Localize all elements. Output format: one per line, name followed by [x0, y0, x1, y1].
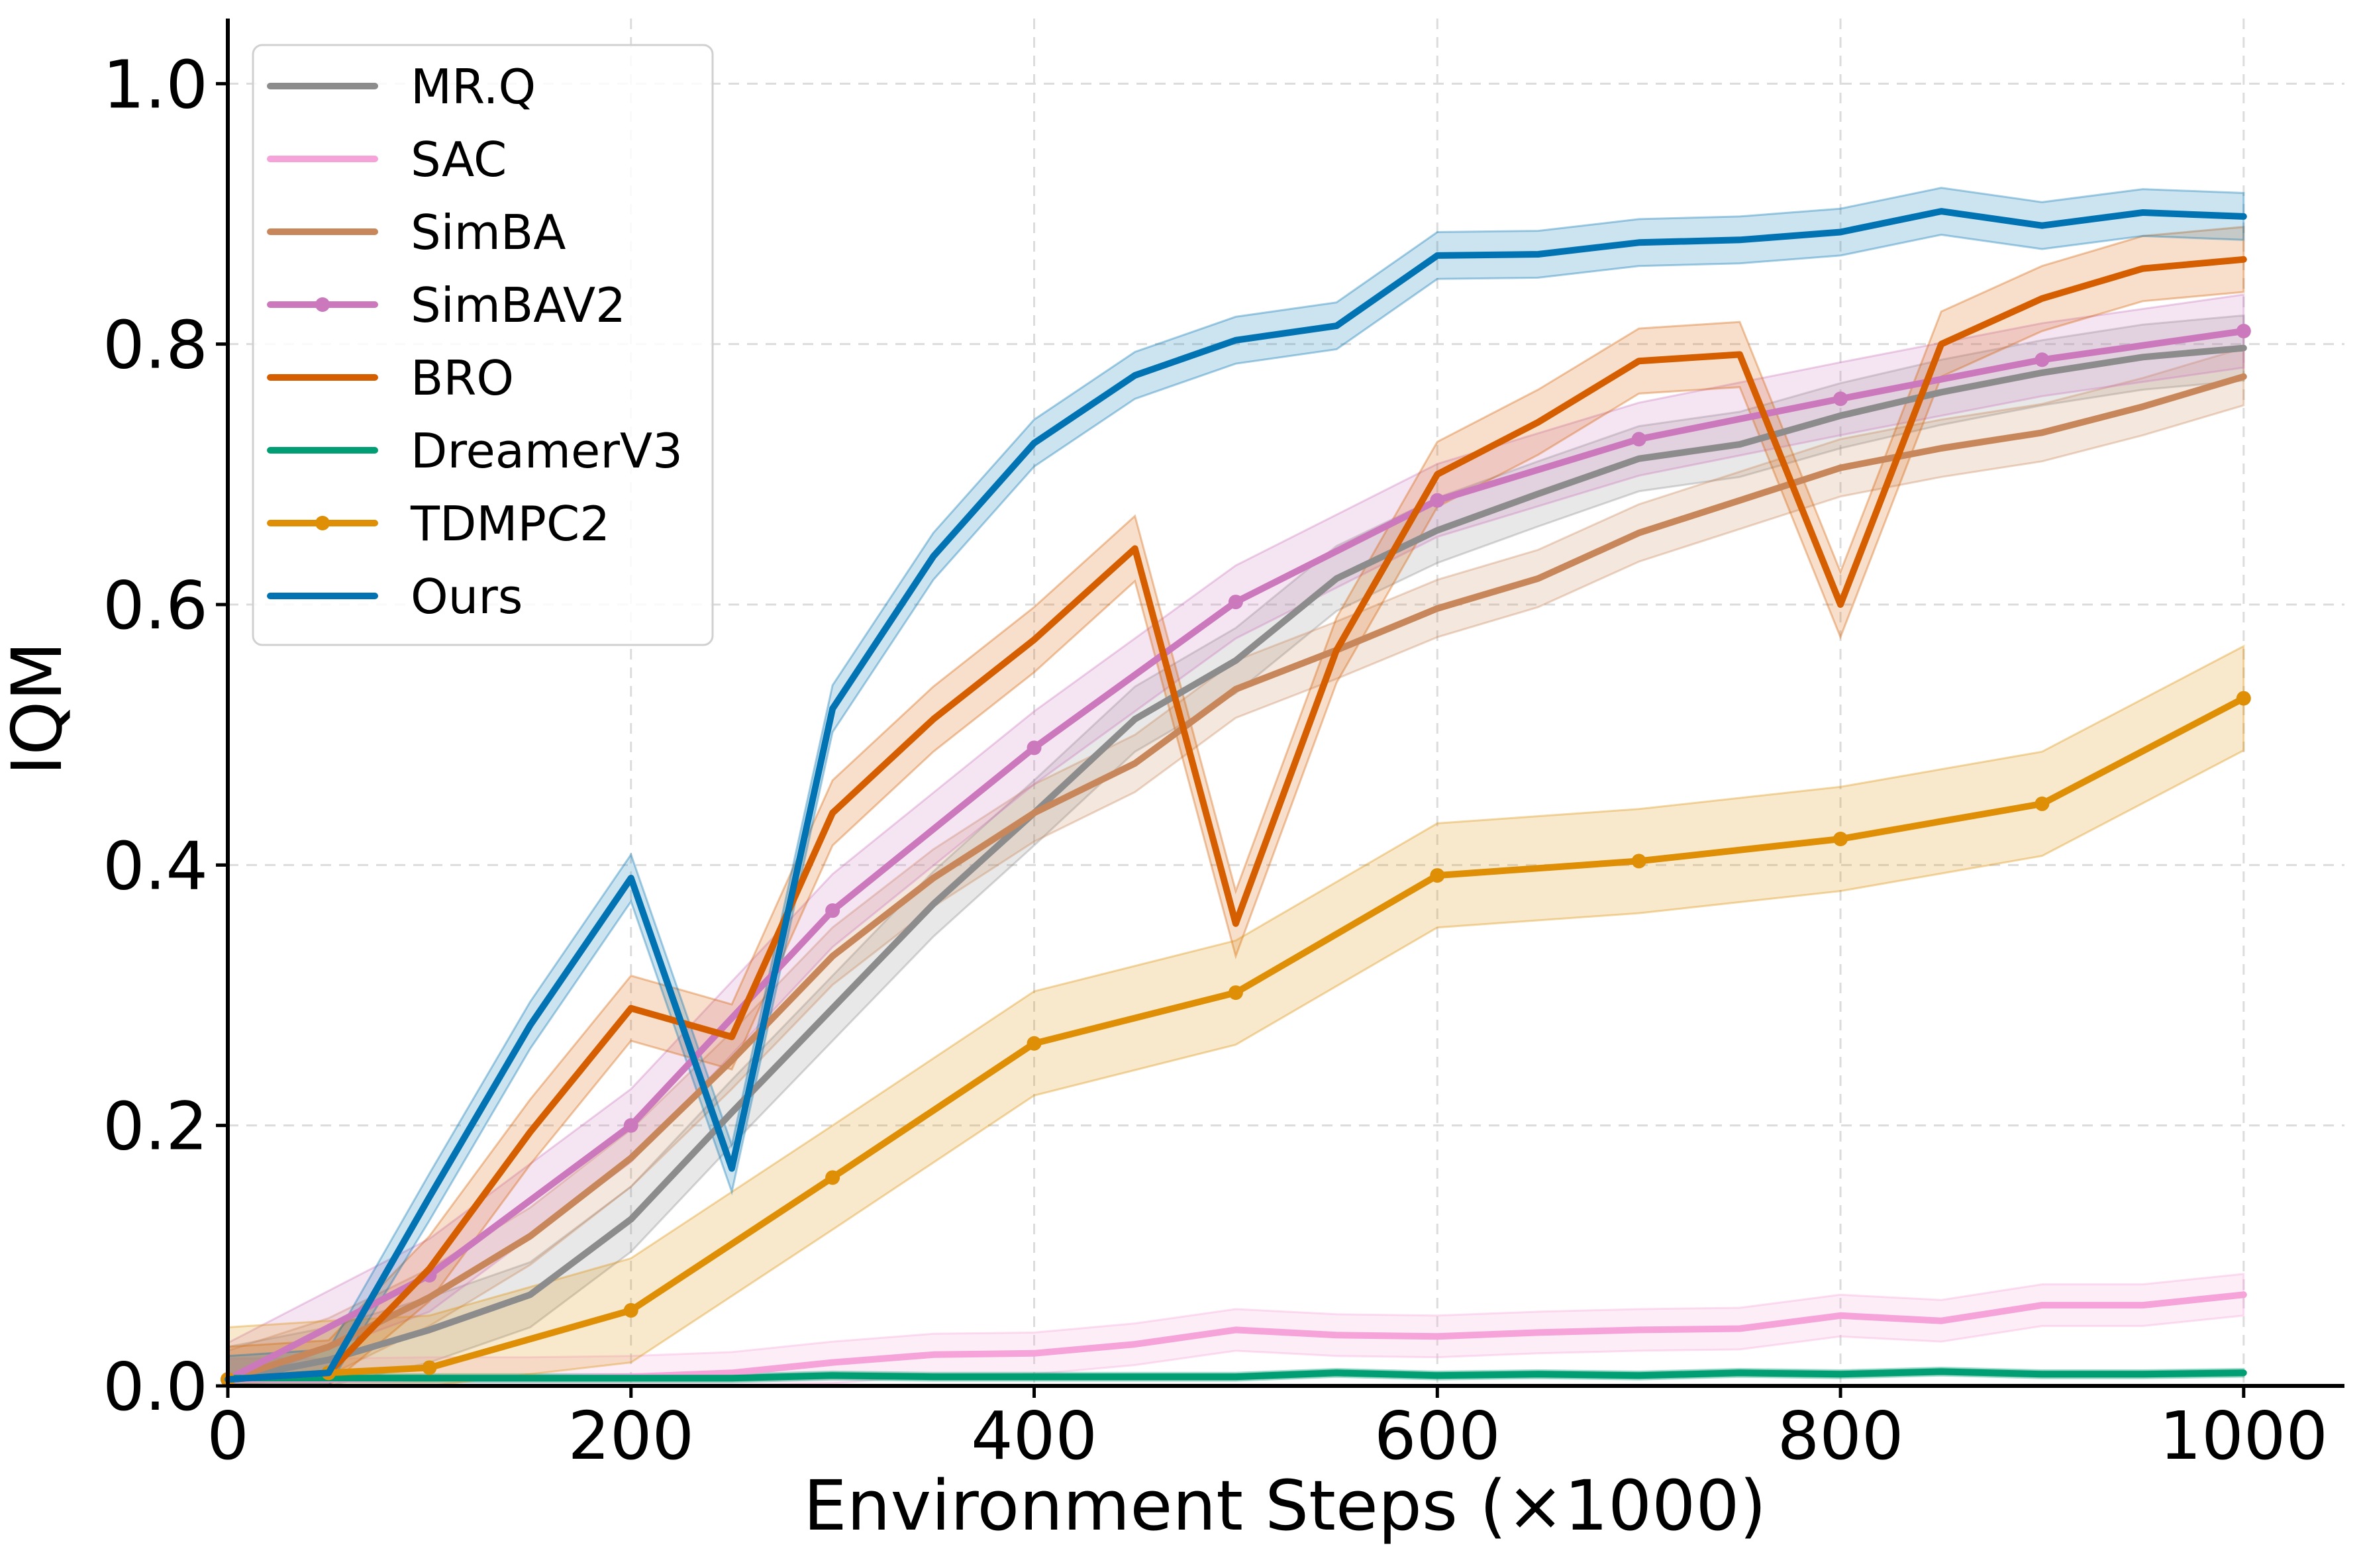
marker-tdmpc2 [1430, 868, 1445, 883]
legend-label-ours: Ours [411, 569, 523, 624]
marker-simbav2 [1631, 432, 1646, 447]
line-mr-q [225, 344, 2247, 1383]
axes [216, 19, 2344, 1398]
marker-tdmpc2 [1833, 832, 1848, 846]
marker-simbav2 [623, 1118, 638, 1133]
legend-label-simba: SimBA [411, 205, 566, 260]
x-tick-label: 800 [1778, 1397, 1904, 1475]
legend-label-tdmpc2: TDMPC2 [410, 496, 610, 552]
marker-simbav2 [1228, 595, 1243, 610]
marker-tdmpc2 [2236, 691, 2251, 706]
band-mr-q [226, 314, 2245, 1387]
legend-label-mr-q: MR.Q [411, 59, 536, 115]
x-tick-label: 0 [207, 1397, 249, 1475]
line-bro [225, 256, 2247, 1383]
y-tick-label: 0.6 [103, 567, 208, 644]
marker-simbav2 [1430, 493, 1445, 508]
y-tick-label: 0.8 [103, 307, 208, 384]
marker-tdmpc2 [1027, 1036, 1042, 1051]
legend: MR.Q SAC SimBA SimBAV2 BRO DreamerV3 TDMPC2 Our… [252, 44, 714, 646]
legend-label-dreamerv3: DreamerV3 [411, 423, 683, 479]
y-tick-label: 0.0 [103, 1348, 208, 1426]
marker-simbav2 [825, 903, 840, 918]
band-tdmpc2 [226, 644, 2245, 1387]
x-tick-label: 200 [568, 1397, 694, 1475]
band-ours [226, 187, 2245, 1387]
tick-labels: 0 200 400 600 800 1000 0.0 0.2 0.4 0.6 0.8 1.0 [103, 46, 2328, 1475]
x-axis-title: Environment Steps (×1000) [803, 1465, 1766, 1546]
line-simba [225, 373, 2247, 1383]
line-tdmpc2 [225, 695, 2247, 1383]
y-tick-label: 1.0 [103, 46, 208, 123]
marker-simbav2 [1027, 740, 1042, 756]
x-tick-label: 600 [1374, 1397, 1501, 1475]
legend-label-sac: SAC [411, 132, 507, 187]
y-tick-label: 0.4 [103, 827, 208, 905]
marker-tdmpc2 [623, 1302, 638, 1318]
marker-tdmpc2 [2035, 796, 2050, 811]
marker-tdmpc2 [825, 1170, 840, 1185]
legend-label-simbav2: SimBAV2 [411, 277, 626, 333]
marker-simbav2 [1833, 391, 1848, 407]
y-axis-title: IQM [0, 642, 77, 775]
legend-frame [252, 44, 714, 646]
line-ours [225, 208, 2247, 1383]
legend-marker-simbav2 [315, 297, 330, 312]
legend-label-bro: BRO [411, 350, 514, 406]
x-tick-label: 1000 [2160, 1397, 2329, 1475]
line-dreamerv3 [225, 1368, 2247, 1382]
marker-tdmpc2 [1228, 985, 1243, 1001]
marker-simbav2 [2236, 324, 2251, 338]
legend-marker-tdmpc2 [315, 516, 330, 530]
marker-tdmpc2 [422, 1360, 437, 1375]
x-tick-label: 400 [971, 1397, 1097, 1475]
marker-simbav2 [2035, 352, 2050, 368]
marker-tdmpc2 [1631, 854, 1646, 869]
series-lines [221, 208, 2251, 1387]
y-tick-label: 0.2 [103, 1088, 208, 1165]
